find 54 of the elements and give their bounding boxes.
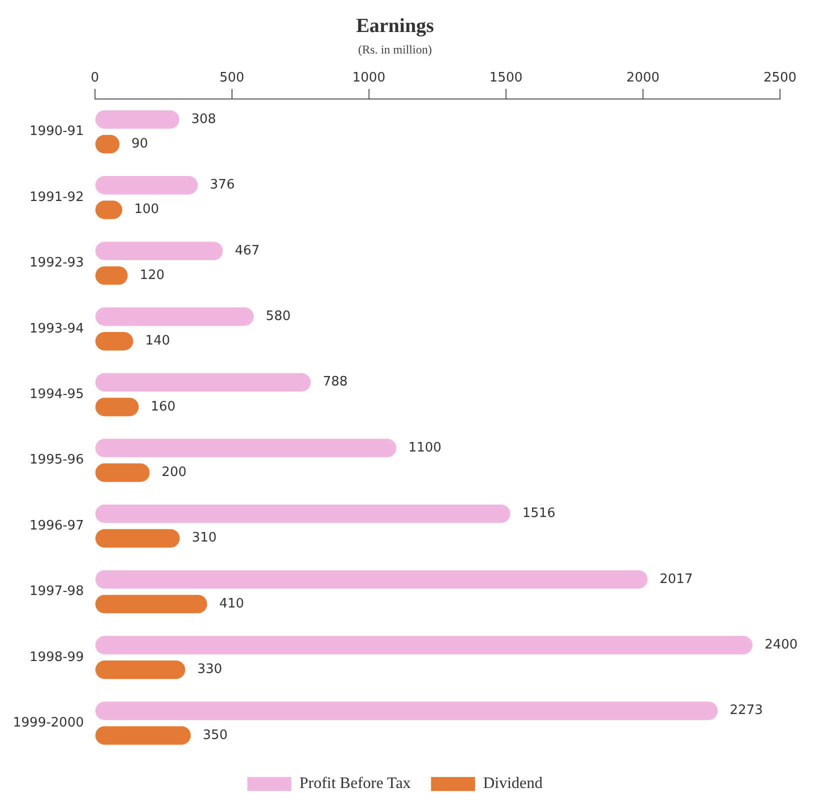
data-label: 410 [219,596,244,612]
data-label: 1100 [408,440,442,456]
bar [95,373,311,392]
bar [95,660,186,680]
data-label: 200 [162,465,186,480]
bar [95,594,208,614]
bar [95,438,396,458]
bar [95,110,180,129]
data-label: 308 [191,112,216,127]
data-label: 350 [202,728,228,743]
data-label: 2400 [764,638,798,653]
y-tick-label: 1994-95 [30,387,84,402]
y-tick-label: 1997-98 [30,584,84,600]
x-tick-label: 2000 [626,70,660,86]
y-tick-label: 1993-94 [30,321,84,336]
bar [95,307,254,326]
bar [95,504,510,523]
bar [95,529,180,548]
bar [95,726,191,745]
y-tick-label: 1992-93 [30,256,84,271]
data-label: 467 [234,243,260,258]
x-tick-label: 2500 [763,70,797,86]
y-tick-label: 1999-2000 [13,716,84,731]
data-label: 580 [266,309,291,324]
x-tick-label: 0 [90,70,99,86]
chart-title: Earnings [356,15,434,38]
data-label: 2017 [660,572,693,587]
y-tick-label: 1991-92 [30,190,84,205]
bar [95,570,648,589]
bar [95,702,718,720]
chart-subtitle: (Rs. in million) [358,42,432,56]
data-label: 2273 [730,703,763,718]
bar [95,636,753,654]
bar [95,242,223,260]
y-tick-label: 1998-99 [30,650,84,665]
x-tick-label: 1500 [489,70,522,86]
x-tick-label: 500 [219,70,244,86]
y-tick-label: 1996-97 [30,518,84,534]
data-label: 1516 [522,506,556,522]
data-label: 90 [132,136,148,152]
data-label: 160 [150,399,176,414]
data-label: 140 [145,334,170,349]
data-label: 120 [140,268,165,283]
data-label: 376 [210,178,235,193]
data-label: 310 [192,530,217,546]
x-tick-label: 1000 [352,70,386,86]
y-tick-label: 1995-96 [30,452,84,468]
data-label: 330 [197,662,222,678]
data-label: 788 [322,374,348,390]
legend-label: Dividend [483,775,543,792]
bar [95,176,198,194]
y-tick-label: 1990-91 [30,124,84,140]
data-label: 100 [134,202,160,218]
legend-label: Profit Before Tax [299,775,411,792]
